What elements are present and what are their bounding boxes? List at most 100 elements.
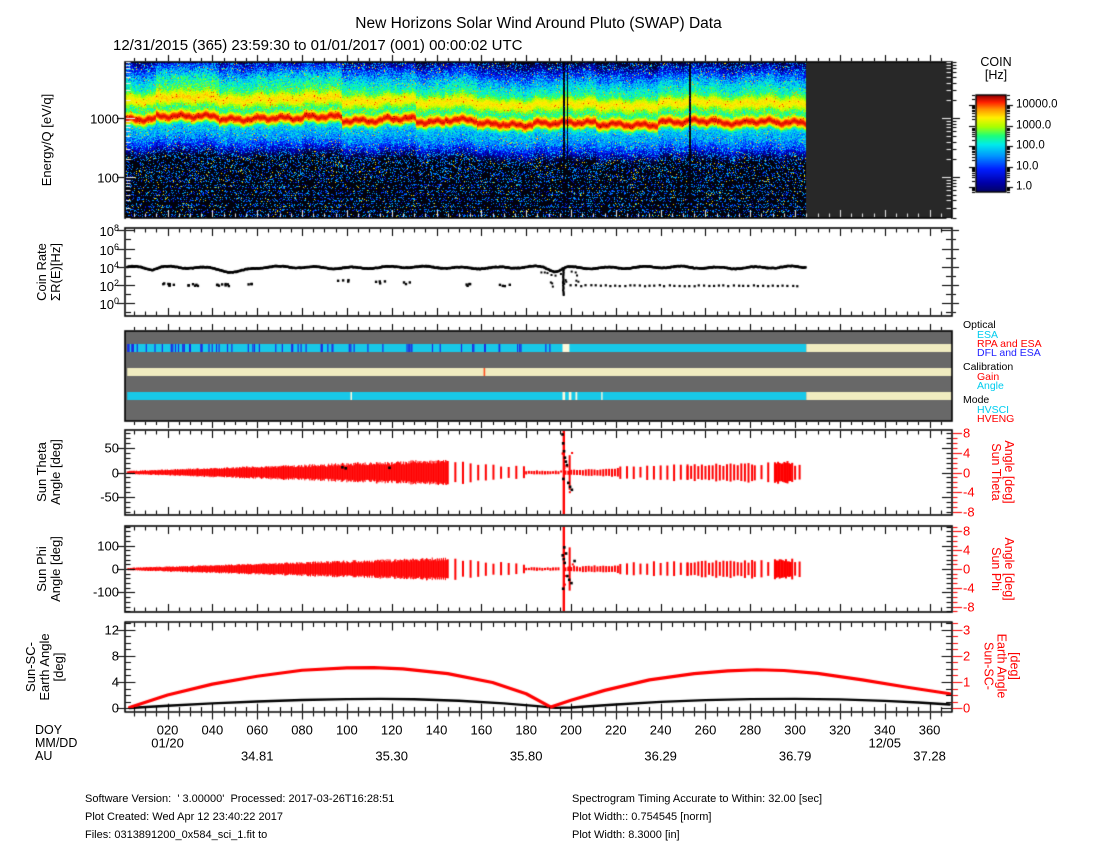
- colorbar-tick-label: 1.0: [1016, 180, 1032, 193]
- footer-software-version: Software Version: ' 3.00000' Processed: …: [85, 793, 395, 805]
- footer-plot-width-in: Plot Width: 8.3000 [in]: [572, 829, 680, 841]
- x-tick-label-doy: 260: [694, 722, 717, 738]
- y-tick-label-left: 0: [111, 465, 119, 480]
- footer-plot-width-norm: Plot Width:: 0.754545 [norm]: [572, 811, 712, 823]
- footer-plot-created: Plot Created: Wed Apr 12 23:40:22 2017: [85, 811, 283, 823]
- suntheta-right-axis-title: Angle [deg] Sun Theta: [989, 440, 1016, 504]
- x-tick-label-doy: 320: [829, 722, 851, 738]
- x-tick-label-au: 36.79: [778, 748, 812, 764]
- doy-row-label: DOY: [35, 723, 63, 737]
- sunscearth-y-axis-title-line1: Sun-SC-: [23, 642, 38, 692]
- sunphi-right-axis-title-line2: Angle [deg]: [1002, 537, 1016, 601]
- x-tick-label-doy: 020: [156, 722, 179, 738]
- x-tick-label-au: 35.80: [509, 748, 543, 764]
- spectrogram-y-axis-title: Energy/Q [eV/q]: [39, 94, 54, 187]
- x-tick-label-au: 36.29: [644, 748, 677, 764]
- y-tick-label-left: 8: [111, 648, 119, 664]
- x-tick-label-doy: 060: [246, 722, 269, 738]
- suntheta-y-axis-title-line2: Angle [deg]: [48, 439, 63, 505]
- y-tick-label-left: -50: [100, 489, 119, 505]
- colorbar-tick-label: 100.0: [1016, 139, 1045, 152]
- suntheta-y-axis-title-line1: Sun Theta: [34, 442, 49, 502]
- y-tick-label-coinrate: 104: [99, 259, 119, 276]
- legend-item-calibration: Calibration: [963, 361, 1014, 373]
- y-tick-label-left: 4: [111, 674, 119, 690]
- sunphi-y-axis-title-line1: Sun Phi: [34, 546, 49, 592]
- x-tick-label-doy: 220: [604, 722, 627, 738]
- y-tick-label-right: 4: [963, 542, 971, 558]
- sunscearth-y-axis-title-line3: [deg]: [51, 652, 66, 682]
- x-tick-label-au: 34.81: [240, 748, 274, 764]
- y-tick-label-right: 3: [963, 622, 971, 638]
- colorbar-tick-label: 10.0: [1016, 160, 1039, 173]
- y-tick-label-coinrate: 100: [99, 296, 119, 313]
- colorbar-title: COIN [Hz]: [966, 56, 1026, 82]
- legend-item-optical: Optical: [963, 319, 996, 331]
- legend-item-hveng: HVENG: [977, 413, 1015, 425]
- x-tick-label-doy: 140: [425, 722, 448, 738]
- y-tick-label-right: 8: [963, 425, 971, 441]
- x-tick-label-doy: 080: [291, 722, 313, 738]
- legend-item-gain: Gain: [977, 371, 1000, 383]
- x-tick-label-doy: 180: [515, 722, 538, 738]
- x-tick-label-doy: 200: [560, 722, 582, 738]
- mmdd-row-label: MM/DD: [35, 736, 78, 750]
- sunscearth-y-axis-title: Sun-SC- Earth Angle [deg]: [23, 633, 66, 701]
- plot-subtitle: 12/31/2015 (365) 23:59:30 to 01/01/2017 …: [113, 37, 523, 54]
- y-tick-label-left: 0: [111, 561, 119, 577]
- x-tick-label-au: 37.28: [913, 748, 946, 764]
- legend-item-esa: ESA: [977, 329, 999, 341]
- y-tick-label-left: 0: [111, 700, 119, 716]
- y-tick-label-right: -8: [963, 599, 975, 615]
- sunscearth-right-axis-title-line3: [deg]: [1007, 652, 1022, 680]
- x-tick-label-doy: 280: [739, 722, 762, 738]
- colorbar-title-line2: [Hz]: [984, 68, 1008, 82]
- sunscearth-right-axis-title: [deg] Earth Angle Sun-SC-: [982, 633, 1022, 699]
- sunphi-right-axis-title-line1: Sun Phi: [989, 547, 1003, 591]
- y-tick-label-right: -4: [963, 484, 975, 500]
- coinrate-y-axis-title-line2: ΣR(E)[Hz]: [48, 243, 63, 301]
- y-tick-label-coinrate: 106: [99, 241, 119, 258]
- y-tick-label-left: 12: [104, 622, 119, 638]
- coinrate-y-axis-title-line1: Coin Rate: [34, 243, 49, 301]
- footer-timing-accuracy: Spectrogram Timing Accurate to Within: 3…: [572, 793, 823, 805]
- y-tick-label-right: 4: [963, 445, 971, 461]
- y-tick-label-left: -100: [92, 584, 119, 600]
- y-tick-label-right: 0: [963, 700, 971, 716]
- x-tick-label-doy: 040: [201, 722, 224, 738]
- sunphi-right-axis-title: Angle [deg] Sun Phi: [989, 537, 1016, 601]
- sunscearth-y-axis-title-line2: Earth Angle: [37, 633, 52, 701]
- x-tick-label-date: 01/20: [151, 735, 184, 751]
- suntheta-y-axis-title: Sun Theta Angle [deg]: [34, 439, 63, 505]
- y-tick-label-energy: 100: [97, 170, 119, 185]
- x-tick-label-doy: 120: [380, 722, 403, 738]
- footer-files: Files: 0313891200_0x584_sci_1.fit to: [85, 829, 268, 841]
- x-tick-label-doy: 160: [470, 722, 493, 738]
- x-tick-label-au: 35.30: [375, 748, 408, 764]
- legend-item-angle: Angle: [977, 380, 1004, 392]
- y-tick-label-right: 0: [963, 561, 971, 577]
- y-tick-label-right: -4: [963, 580, 975, 596]
- x-tick-label-doy: 340: [873, 722, 896, 738]
- x-tick-label-doy: 360: [918, 722, 941, 738]
- y-tick-label-right: 1: [963, 674, 971, 690]
- sunphi-y-axis-title-line2: Angle [deg]: [48, 536, 63, 602]
- legend-item-rpa-and-esa: RPA and ESA: [977, 338, 1042, 350]
- sunphi-y-axis-title: Sun Phi Angle [deg]: [34, 536, 63, 602]
- legend-item-hvsci: HVSCI: [977, 404, 1010, 416]
- x-tick-label-doy: 240: [649, 722, 672, 738]
- y-tick-label-coinrate: 108: [99, 223, 119, 240]
- y-tick-label-left: 50: [104, 440, 119, 456]
- legend-item-dfl-and-esa: DFL and ESA: [977, 347, 1041, 359]
- y-tick-label-right: -8: [963, 504, 975, 520]
- x-tick-label-doy: 300: [784, 722, 806, 738]
- x-tick-label-doy: 100: [336, 722, 358, 738]
- y-tick-label-right: 2: [963, 648, 971, 664]
- y-tick-label-left: 100: [97, 538, 119, 553]
- au-row-label: AU: [35, 749, 53, 763]
- sunscearth-right-axis-title-line2: Earth Angle: [994, 633, 1009, 699]
- colorbar-tick-label: 10000.0: [1016, 98, 1058, 111]
- suntheta-right-axis-title-line2: Angle [deg]: [1002, 440, 1016, 504]
